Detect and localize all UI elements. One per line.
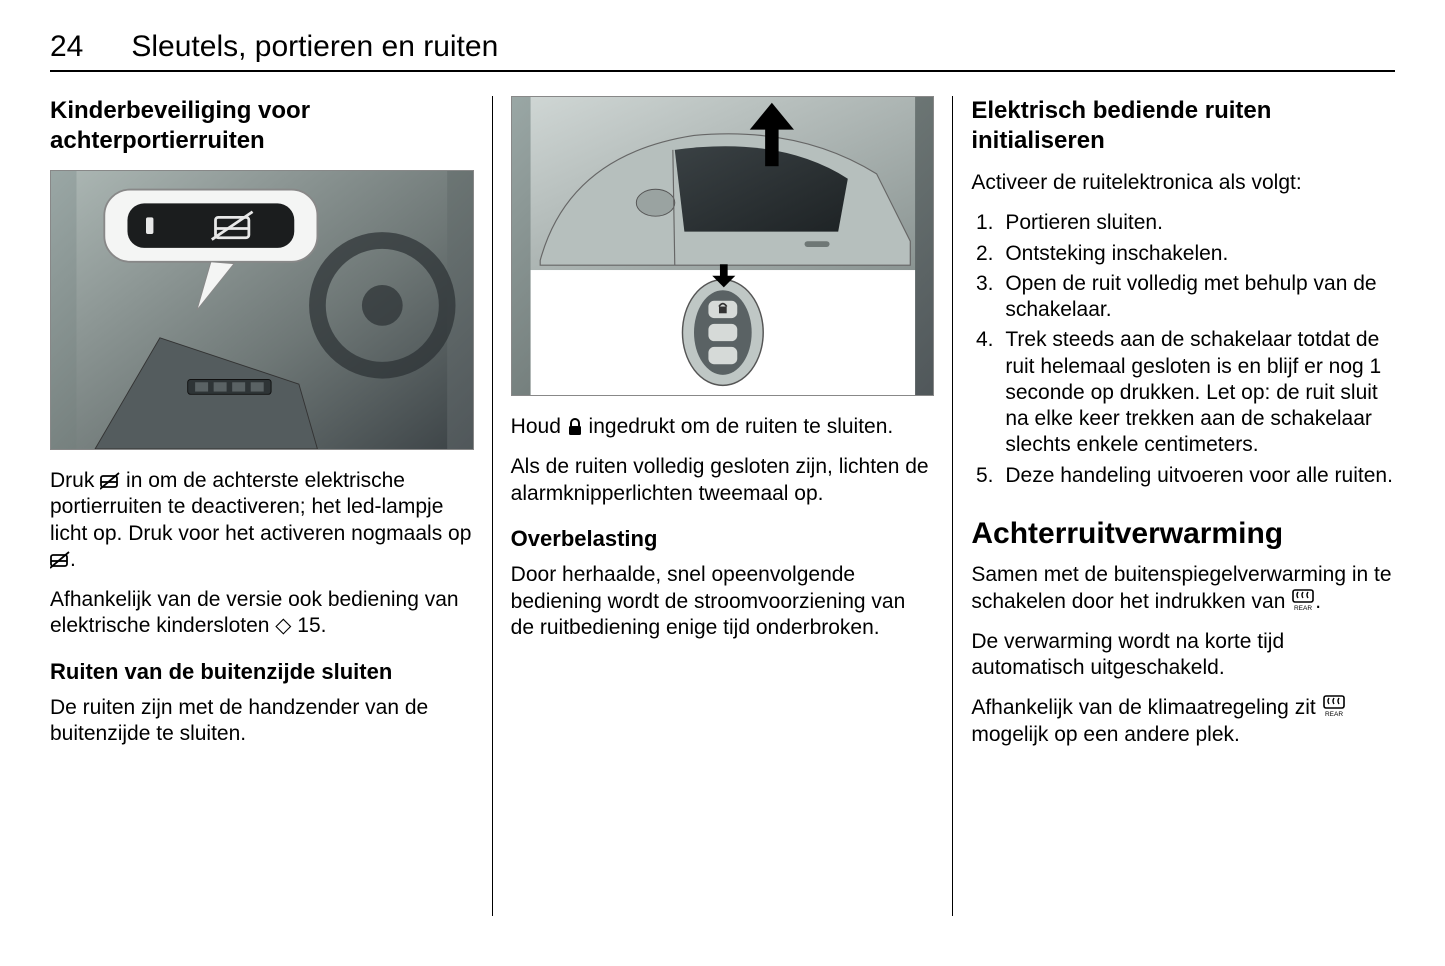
- lock-icon: [567, 418, 583, 436]
- init-steps-list: Portieren sluiten. Ontsteking inschakele…: [999, 210, 1395, 489]
- svg-text:REAR: REAR: [1325, 711, 1343, 717]
- para-depending-version: Afhankelijk van de versie ook bediening …: [50, 587, 474, 640]
- column-1: Kinderbeveiliging voor achterportierruit…: [50, 96, 492, 916]
- manual-page: 24 Sleutels, portieren en ruiten Kinderb…: [0, 0, 1445, 966]
- content-columns: Kinderbeveiliging voor achterportierruit…: [50, 96, 1395, 916]
- list-item: Open de ruit volledig met behulp van de …: [999, 271, 1395, 324]
- page-header: 24 Sleutels, portieren en ruiten: [50, 30, 1395, 72]
- heading-close-outside: Ruiten van de buitenzijde sluiten: [50, 658, 474, 686]
- para-rear-heat: Samen met de buitenspiegelverwarming in …: [971, 562, 1395, 615]
- heading-overload: Overbelasting: [511, 525, 935, 553]
- heading-child-safety: Kinderbeveiliging voor achterportierruit…: [50, 96, 474, 156]
- window-crossed-icon: [100, 472, 120, 490]
- figure-car-key: [511, 96, 935, 396]
- para-climate-location: Afhankelijk van de klimaatregeling zit R…: [971, 695, 1395, 748]
- list-item: Trek steeds aan de schakelaar totdat de …: [999, 327, 1395, 458]
- figure-door-switch: [50, 170, 474, 450]
- page-number: 24: [50, 30, 83, 64]
- window-crossed-icon: [50, 551, 70, 569]
- para-overload: Door herhaalde, snel opeenvolgende bedie…: [511, 562, 935, 641]
- heading-init-windows: Elektrisch bediende ruiten initialiseren: [971, 96, 1395, 156]
- list-item: Deze handeling uitvoeren voor alle ruite…: [999, 463, 1395, 489]
- para-close-outside: De ruiten zijn met de handzender van de …: [50, 695, 474, 748]
- ref-arrow-icon: ◇: [275, 614, 291, 637]
- para-hold-lock: Houd ingedrukt om de ruiten te sluiten.: [511, 414, 935, 440]
- list-item: Ontsteking inschakelen.: [999, 241, 1395, 267]
- svg-text:REAR: REAR: [1294, 605, 1312, 611]
- para-alarm-blink: Als de ruiten volledig gesloten zijn, li…: [511, 454, 935, 507]
- para-press-deactivate: Druk in om de achterste elektrische port…: [50, 468, 474, 573]
- column-2: Houd ingedrukt om de ruiten te sluiten. …: [492, 96, 953, 916]
- para-auto-off: De verwarming wordt na korte tijd automa…: [971, 629, 1395, 682]
- list-item: Portieren sluiten.: [999, 210, 1395, 236]
- heading-rear-window-heating: Achterruitverwarming: [971, 515, 1395, 553]
- rear-defog-icon: REAR: [1322, 695, 1346, 717]
- rear-defog-icon: REAR: [1291, 589, 1315, 611]
- chapter-title: Sleutels, portieren en ruiten: [131, 30, 498, 64]
- column-3: Elektrisch bediende ruiten initialiseren…: [952, 96, 1395, 916]
- para-activate-intro: Activeer de ruitelektronica als volgt:: [971, 170, 1395, 196]
